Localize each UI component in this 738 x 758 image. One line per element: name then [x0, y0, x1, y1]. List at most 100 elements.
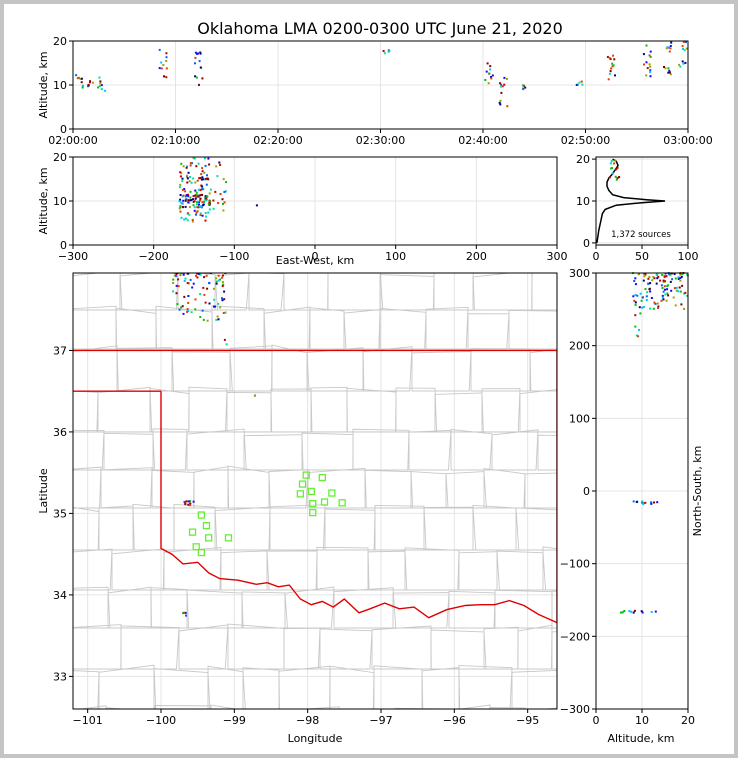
time-height-source-point [681, 60, 684, 63]
ew-height-source-point [186, 212, 189, 215]
county-outline [269, 504, 326, 551]
ns-height-source-point [657, 305, 660, 308]
plan-xlabel: Longitude [288, 732, 343, 745]
county-outline [457, 704, 491, 709]
plan-x-tick-label: −97 [369, 714, 392, 727]
county-outline [511, 669, 557, 709]
time-height-source-point [503, 83, 506, 86]
ew-height-source-point [188, 180, 191, 183]
ew-height-source-point [181, 177, 184, 180]
plan-source-point [254, 394, 256, 397]
ew-height-source-point [198, 205, 201, 208]
lma-station-marker [192, 543, 200, 551]
ew-height-source-point [203, 171, 206, 174]
plan-source-point [222, 312, 225, 314]
ns-height-source-point [669, 280, 672, 283]
time-height-source-point [500, 83, 503, 86]
ew-height-source-point [209, 200, 211, 203]
plan-source-point [201, 309, 204, 312]
time-height-source-point [199, 66, 202, 69]
histogram-y-tick-label: 10 [576, 195, 590, 208]
ew-height-source-point [192, 195, 195, 197]
plan-source-point [221, 276, 224, 279]
plan-source-point [215, 282, 218, 285]
ns-height-source-point [650, 502, 653, 505]
plan-source-point [177, 285, 180, 288]
county-outline [76, 705, 107, 709]
county-outline [242, 667, 280, 709]
plan-source-point [175, 275, 178, 278]
time-height-source-point [158, 67, 161, 70]
plan-source-point [206, 287, 209, 290]
county-outline [458, 551, 500, 591]
time-height-source-point [81, 84, 84, 87]
time-height-source-point [198, 60, 201, 63]
ns-height-source-point [637, 273, 640, 276]
ew-height-source-point [187, 195, 190, 198]
lma-station-marker [309, 508, 317, 517]
plan-source-point [185, 500, 188, 503]
plan-source-point [182, 273, 185, 276]
ew-height-source-point [193, 209, 196, 212]
plan-source-point [190, 311, 193, 314]
ns-height-y-tick-label: −200 [560, 630, 590, 643]
time-height-source-point [649, 71, 652, 74]
plan-ylabel: Latitude [37, 468, 50, 514]
ew-height-source-point [198, 203, 200, 206]
ns-height-x-tick-label: 10 [635, 714, 649, 727]
ew-height-source-point [201, 176, 204, 179]
time-height-source-point [165, 60, 168, 62]
ns-height-y-tick-label: 200 [569, 340, 590, 353]
plan-source-point [217, 318, 220, 321]
plan-source-point [180, 306, 183, 309]
ns-height-source-point [642, 279, 645, 282]
county-outline [352, 428, 410, 471]
ns-height-source-point [640, 610, 643, 613]
ns-height-source-point [634, 293, 637, 296]
county-outline [186, 428, 247, 471]
time-height-source-point [581, 83, 584, 86]
plan-source-point [194, 298, 197, 301]
county-outline [564, 388, 618, 432]
plan-source-point [184, 277, 187, 280]
ew-height-source-point [179, 183, 182, 186]
ns-height-source-point [679, 290, 682, 293]
time-height-source-point [89, 80, 91, 83]
ew-height-source-point [179, 206, 182, 209]
ew-height-source-point [208, 201, 211, 204]
plan-x-tick-label: −96 [443, 714, 466, 727]
county-outline [392, 592, 450, 629]
plan-source-point [202, 286, 205, 289]
county-outline [367, 550, 408, 591]
county-outline [73, 586, 111, 629]
plan-x-tick-label: −100 [146, 714, 176, 727]
plan-source-point [182, 611, 185, 614]
ns-height-source-point [664, 293, 667, 296]
ew-height-source-point [212, 199, 215, 202]
county-boundaries [73, 273, 618, 709]
ns-height-source-point [680, 275, 683, 278]
ns-height-source-point [637, 335, 640, 338]
ns-height-source-point [641, 611, 644, 614]
time-height-source-point [499, 103, 502, 106]
plan-source-point [181, 305, 184, 308]
plan-source-point [184, 502, 187, 505]
time-height-y-tick-label: 0 [60, 123, 67, 136]
ns-height-source-point [664, 280, 667, 283]
county-outline [211, 305, 266, 350]
ns-height-source-point [648, 288, 651, 291]
time-height-source-point [668, 50, 671, 53]
time-height-source-point [649, 65, 652, 68]
time-height-source-point [75, 74, 78, 77]
ns-height-source-point [642, 306, 645, 308]
ew-height-source-point [207, 157, 210, 160]
plan-source-point [217, 279, 220, 282]
county-outline [306, 347, 365, 392]
time-height-source-point [682, 47, 684, 50]
county-outline [73, 466, 102, 509]
histogram-panel: 0 50 100 0 10 20 1,372 sources [576, 153, 699, 263]
histogram-y-tick-label: 0 [583, 237, 590, 250]
plan-source-point [216, 315, 219, 318]
ew-height-source-point [204, 157, 206, 160]
time-height-source-point [679, 65, 682, 68]
